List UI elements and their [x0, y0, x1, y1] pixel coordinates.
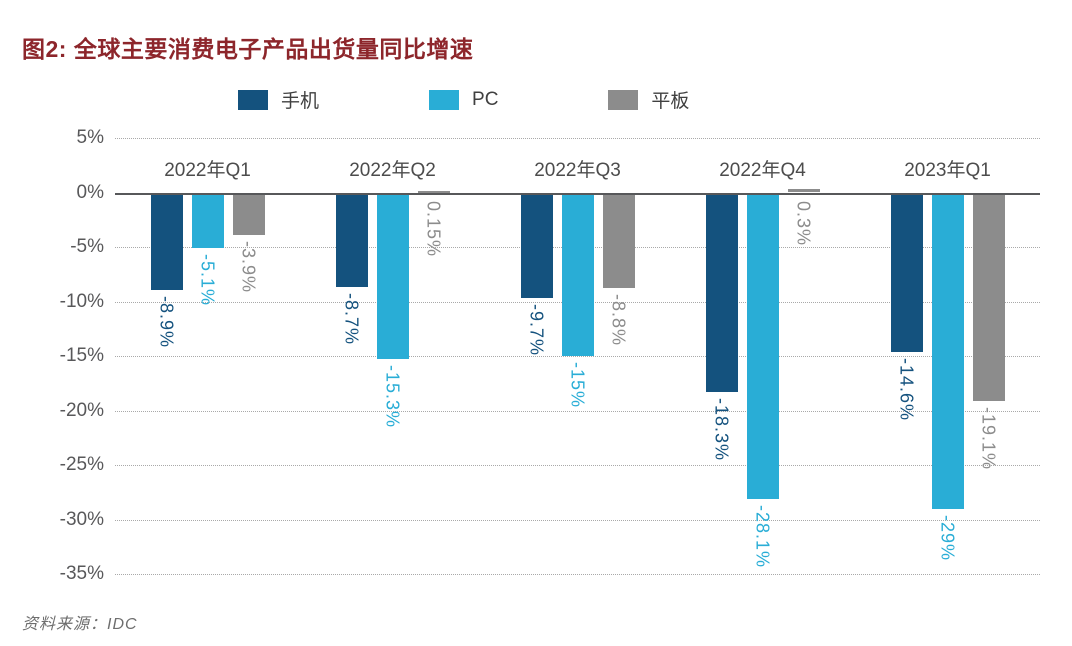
bar	[376, 192, 409, 360]
bar-value-label: -28.1%	[752, 504, 773, 568]
category-label: 2022年Q3	[534, 159, 621, 181]
bar-value-label: -9.7%	[526, 304, 547, 357]
legend-swatch-phone	[238, 89, 268, 110]
legend-swatch-pc	[429, 89, 460, 110]
bar	[787, 189, 820, 193]
bar-value-label: -8.7%	[341, 293, 362, 346]
bar	[417, 190, 450, 193]
legend-label-tablet: 平板	[651, 91, 690, 112]
bar-value-label: 0.15%	[423, 200, 444, 257]
legend: 手机 PC 平板	[238, 86, 689, 113]
plot-area: 2022年Q1 -8.9% -5.1% -3.9% 2022年Q2 -8.7% -15.3%…	[115, 138, 1040, 575]
gridline	[115, 410, 1040, 412]
bar-value-label: -15%	[567, 362, 588, 409]
legend-item-phone: 手机	[238, 86, 319, 113]
category-label: 2023年Q1	[904, 159, 991, 181]
gridline	[115, 519, 1040, 521]
source-note: 资料来源：IDC	[22, 616, 138, 633]
bar	[520, 192, 553, 299]
gridline	[115, 574, 1040, 575]
y-axis-tick-label: -5%	[70, 236, 104, 257]
bar-value-label: -14.6%	[896, 357, 917, 421]
y-axis-tick-label: 5%	[76, 127, 104, 148]
bar-value-label: -3.9%	[238, 241, 259, 294]
bar	[602, 192, 635, 289]
bar	[705, 192, 738, 392]
bar-value-label: -8.9%	[156, 295, 177, 348]
bar	[150, 192, 183, 290]
bar	[191, 192, 224, 249]
category-label: 2022年Q4	[719, 159, 806, 181]
y-axis-tick-label: -15%	[59, 345, 104, 366]
y-axis-tick-label: -25%	[59, 454, 104, 475]
bar	[931, 192, 964, 509]
bar-value-label: -8.8%	[608, 294, 629, 347]
bar	[232, 192, 265, 235]
y-axis-tick-label: -10%	[59, 290, 104, 312]
bar-value-label: 0.3%	[793, 200, 814, 246]
chart-title: 图2: 全球主要消费电子产品出货量同比增速	[22, 36, 474, 62]
category-label: 2022年Q2	[349, 159, 436, 181]
y-axis-tick-label: 0%	[76, 181, 104, 203]
legend-item-pc: PC	[429, 89, 498, 111]
gridline	[115, 465, 1040, 466]
y-axis-tick-label: -30%	[59, 508, 104, 530]
legend-label-pc: PC	[472, 88, 499, 110]
bar	[561, 192, 594, 356]
y-axis-tick-label: -35%	[59, 563, 104, 584]
bar	[972, 192, 1005, 401]
bar-value-label: -18.3%	[711, 397, 732, 462]
legend-item-tablet: 平板	[608, 86, 689, 113]
legend-label-phone: 手机	[281, 91, 320, 112]
bar	[335, 192, 368, 288]
gridline	[115, 356, 1040, 357]
bar-value-label: -5.1%	[197, 254, 218, 307]
bar-value-label: -29%	[937, 514, 958, 561]
legend-swatch-tablet	[608, 89, 639, 110]
bar	[746, 192, 779, 499]
y-axis-tick-label: -20%	[59, 399, 104, 421]
zero-axis-line	[115, 192, 1040, 195]
bar	[890, 192, 923, 352]
bar-value-label: -15.3%	[382, 365, 403, 429]
category-label: 2022年Q1	[164, 159, 251, 181]
gridline	[115, 138, 1040, 139]
bar-value-label: -19.1%	[978, 406, 999, 470]
